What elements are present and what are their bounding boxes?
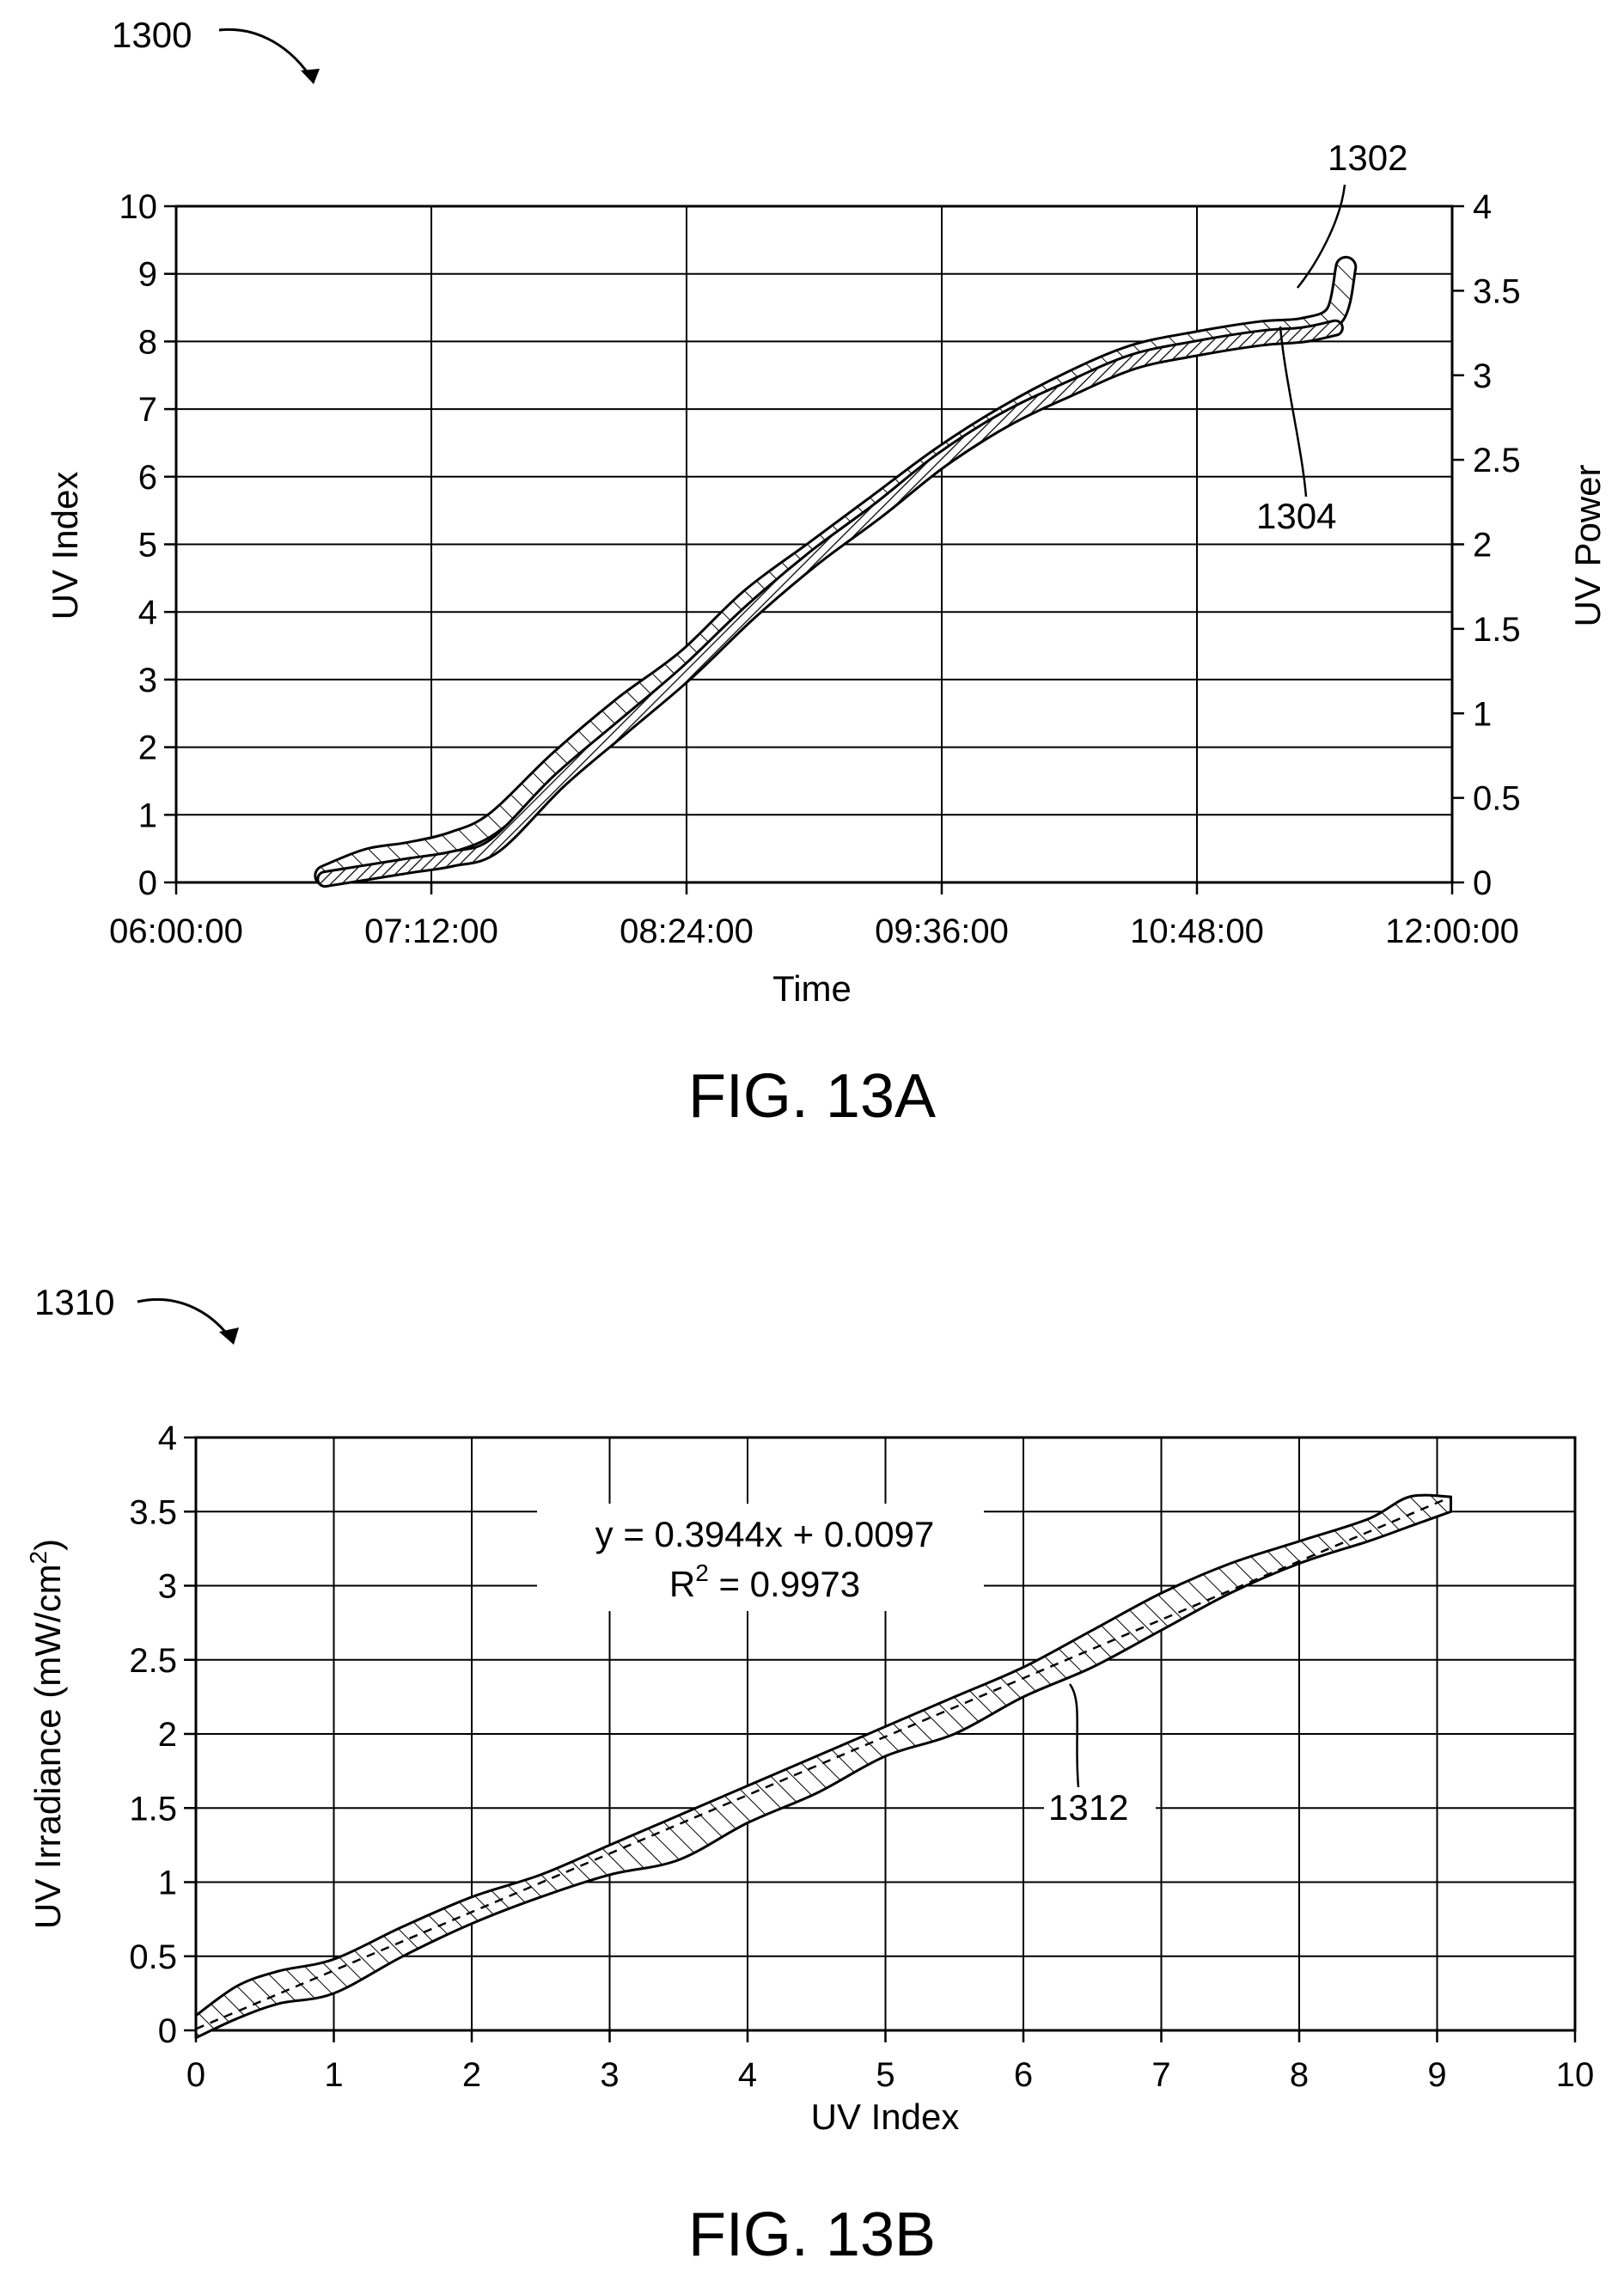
ref-label-1312: 1312 (1048, 1787, 1128, 1828)
y-tick-label-13b: 1 (158, 1865, 177, 1902)
x-tick-label-13b: 8 (1290, 2056, 1309, 2094)
x-tick-label-13a: 12:00:00 (1385, 913, 1519, 950)
x-tick-label-13b: 5 (876, 2056, 894, 2094)
x-tick-label-13a: 09:36:00 (875, 913, 1009, 950)
y-tick-label-13a: 0 (138, 864, 157, 902)
x-axis-label-13b: UV Index (811, 2097, 960, 2137)
ref-1312-backdrop (1044, 1783, 1156, 1830)
x-axis-label-13a: Time (772, 968, 852, 1009)
x-tick-label-13b: 3 (600, 2056, 619, 2094)
y2-tick-label-13a: 0 (1473, 864, 1492, 902)
ref-arrow-1310 (137, 1297, 234, 1341)
series-group-13a (314, 255, 1358, 888)
y2-tick-label-13a: 1.5 (1473, 611, 1521, 649)
series-line-1302-inner (316, 258, 1355, 885)
y-tick-label-13a: 5 (138, 527, 157, 565)
x-tick-label-13b: 10 (1556, 2056, 1595, 2094)
x-tick-label-13b: 2 (462, 2056, 481, 2094)
ref-arrowhead-1300 (301, 69, 320, 84)
y2-tick-label-13a: 3 (1473, 357, 1492, 395)
x-tick-label-13a: 08:24:00 (620, 913, 754, 950)
y-tick-label-13a: 1 (138, 797, 157, 834)
y2-tick-label-13a: 2.5 (1473, 442, 1521, 479)
ref-label-1302: 1302 (1328, 137, 1407, 178)
y-tick-label-13b: 1.5 (129, 1790, 177, 1828)
caption-13b: FIG. 13B (688, 2200, 936, 2269)
y-tick-label-13b: 2 (158, 1716, 177, 1754)
x-tick-label-13a: 07:12:00 (364, 913, 498, 950)
y-axis-label-13a: UV Index (45, 472, 85, 620)
trend-equation: y = 0.3944x + 0.0097 (595, 1514, 935, 1554)
x-tick-label-13b: 6 (1014, 2056, 1033, 2094)
x-tick-label-13b: 1 (324, 2056, 343, 2094)
y2-tick-label-13a: 3.5 (1473, 272, 1521, 310)
x-tick-label-13b: 9 (1427, 2056, 1446, 2094)
y-tick-label-13b: 0.5 (129, 1938, 177, 1976)
x-tick-label-13a: 10:48:00 (1130, 913, 1264, 950)
figure-13a: 1300 06:00:00 07:12:00 08:24:00 09:36:00 10:… (45, 15, 1608, 1131)
ref-label-1310: 1310 (34, 1282, 114, 1322)
ref-label-1304: 1304 (1256, 496, 1336, 536)
equation-backdrop (537, 1504, 984, 1611)
y-tick-label-13a: 7 (138, 391, 157, 429)
y-tick-label-13b: 4 (158, 1419, 177, 1457)
y-axis-label-13b: UV Irradiance (mW/cm2) (25, 1539, 68, 1929)
ref-arrowhead-1310 (219, 1328, 239, 1345)
x-tick-label-13b: 7 (1151, 2056, 1170, 2094)
r-squared-value: = 0.9973 (709, 1564, 860, 1604)
band-group-13b (194, 1493, 1452, 2040)
leader-1302 (1297, 184, 1346, 289)
y-tick-label-13a: 10 (119, 188, 158, 226)
series-line-1304 (319, 321, 1341, 886)
series-line-1302-outline (314, 255, 1358, 888)
y-axis-label-13b-sup: 2 (25, 1551, 52, 1565)
y2-tick-label-13a: 4 (1473, 188, 1492, 226)
ticks-13a: 06:00:00 07:12:00 08:24:00 09:36:00 10:48:00… (109, 188, 1520, 950)
y-axis-label-13b-suffix: ) (27, 1539, 68, 1551)
y-tick-label-13a: 4 (138, 594, 157, 632)
y-tick-label-13a: 2 (138, 729, 157, 767)
leader-1312 (1068, 1683, 1080, 1788)
y-tick-label-13b: 3.5 (129, 1493, 177, 1531)
y-tick-label-13b: 0 (158, 2012, 177, 2050)
y2-tick-label-13a: 2 (1473, 527, 1492, 565)
series-line-1304-inner (319, 321, 1341, 886)
y-tick-label-13b: 2.5 (129, 1642, 177, 1680)
y-tick-label-13a: 6 (138, 459, 157, 497)
x-tick-label-13a: 06:00:00 (109, 913, 243, 950)
y-axis-label-13b-prefix: UV Irradiance (mW/cm (27, 1564, 68, 1929)
y-tick-label-13a: 3 (138, 662, 157, 699)
ref-arrow-1300 (218, 27, 315, 82)
r-squared: R2 = 0.9973 (669, 1560, 860, 1604)
series-line-1302 (316, 258, 1355, 885)
x-tick-label-13b: 4 (738, 2056, 757, 2094)
y-tick-label-13b: 3 (158, 1568, 177, 1606)
y2-tick-label-13a: 1 (1473, 695, 1492, 733)
trend-line (195, 1496, 1452, 2030)
ref-label-1300: 1300 (112, 15, 192, 55)
x-tick-label-13b: 0 (186, 2056, 205, 2094)
y2-axis-label-13a: UV Power (1567, 464, 1608, 626)
leader-1304 (1279, 326, 1308, 497)
y2-tick-label-13a: 0.5 (1473, 780, 1521, 818)
y-tick-label-13a: 9 (138, 256, 157, 294)
y-tick-label-13a: 8 (138, 323, 157, 361)
series-line-1304-outline (316, 319, 1344, 888)
caption-13a: FIG. 13A (688, 1062, 936, 1131)
r-squared-sup: 2 (695, 1560, 709, 1586)
ticks-13b: 0 1 2 3 4 5 6 7 8 9 10 0 0.5 1 1.5 2 2.5 3 3.5 4 (129, 1419, 1594, 2094)
r-squared-prefix: R (669, 1564, 695, 1604)
